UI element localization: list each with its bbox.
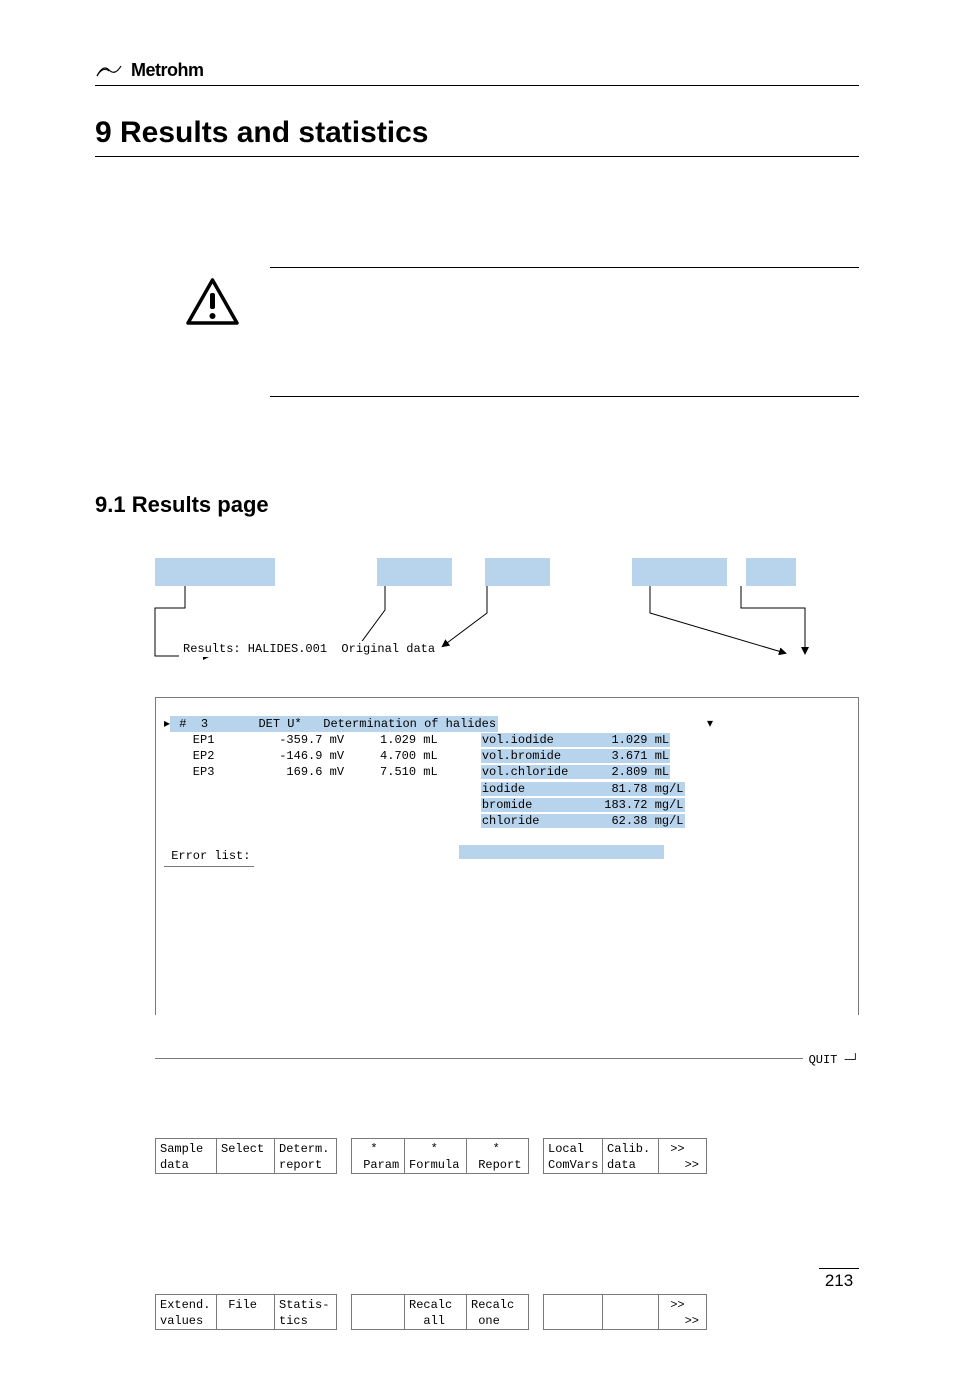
terminal-box: ▸ # 3 DET U* Determination of halides ▾ … (155, 697, 859, 1016)
sk-report[interactable]: * Report (467, 1138, 529, 1174)
sk-formula[interactable]: * Formula (405, 1138, 467, 1174)
softkey-row-1: Sample data Select Determ. report * Para… (155, 1138, 859, 1174)
sk-empty-1 (351, 1294, 405, 1330)
metrohm-logo-icon (95, 62, 123, 80)
sk-select[interactable]: Select (217, 1138, 275, 1174)
terminal: Results: HALIDES.001 Original data ▸ # 3… (155, 648, 859, 1379)
sk-recalc-all[interactable]: Recalc all (405, 1294, 467, 1330)
term-header-line: ▸ # 3 DET U* Determination of halides (164, 717, 707, 731)
sk-more-2[interactable]: >> >> (659, 1294, 707, 1330)
callout-row (155, 558, 859, 648)
results-screenshot: Results: HALIDES.001 Original data ▸ # 3… (155, 558, 859, 1379)
sk-empty-3 (603, 1294, 659, 1330)
warning-icon (185, 277, 240, 327)
page-number: 213 (819, 1268, 859, 1291)
sk-empty-2 (543, 1294, 603, 1330)
quit-line: QUIT ─┘ (155, 1052, 859, 1064)
chapter-title: 9 Results and statistics (95, 116, 859, 157)
callout-5 (746, 558, 796, 586)
sk-determ-report[interactable]: Determ. report (275, 1138, 337, 1174)
terminal-title: Results: HALIDES.001 Original data (179, 641, 439, 657)
callout-3 (485, 558, 550, 586)
sk-sample-data[interactable]: Sample data (155, 1138, 217, 1174)
sk-more-1[interactable]: >> >> (659, 1138, 707, 1174)
callout-4 (632, 558, 727, 586)
section-title: 9.1 Results page (95, 492, 859, 518)
callout-2 (377, 558, 452, 586)
warning-text-area (270, 267, 859, 397)
warning-block (185, 267, 859, 397)
brand-name: Metrohm (131, 60, 204, 81)
sk-calib-data[interactable]: Calib. data (603, 1138, 659, 1174)
sk-extend-values[interactable]: Extend. values (155, 1294, 217, 1330)
sk-local-comvars[interactable]: Local ComVars (543, 1138, 603, 1174)
error-list-label: Error list: (171, 849, 250, 863)
sk-param[interactable]: * Param (351, 1138, 405, 1174)
brand-header: Metrohm (95, 60, 859, 86)
quit-label[interactable]: QUIT ─┘ (809, 1052, 859, 1068)
sk-recalc-one[interactable]: Recalc one (467, 1294, 529, 1330)
sk-file[interactable]: File (217, 1294, 275, 1330)
callout-1 (155, 558, 275, 586)
sk-statistics[interactable]: Statis- tics (275, 1294, 337, 1330)
softkey-row-2: Extend. values File Statis- tics Recalc … (155, 1294, 859, 1330)
